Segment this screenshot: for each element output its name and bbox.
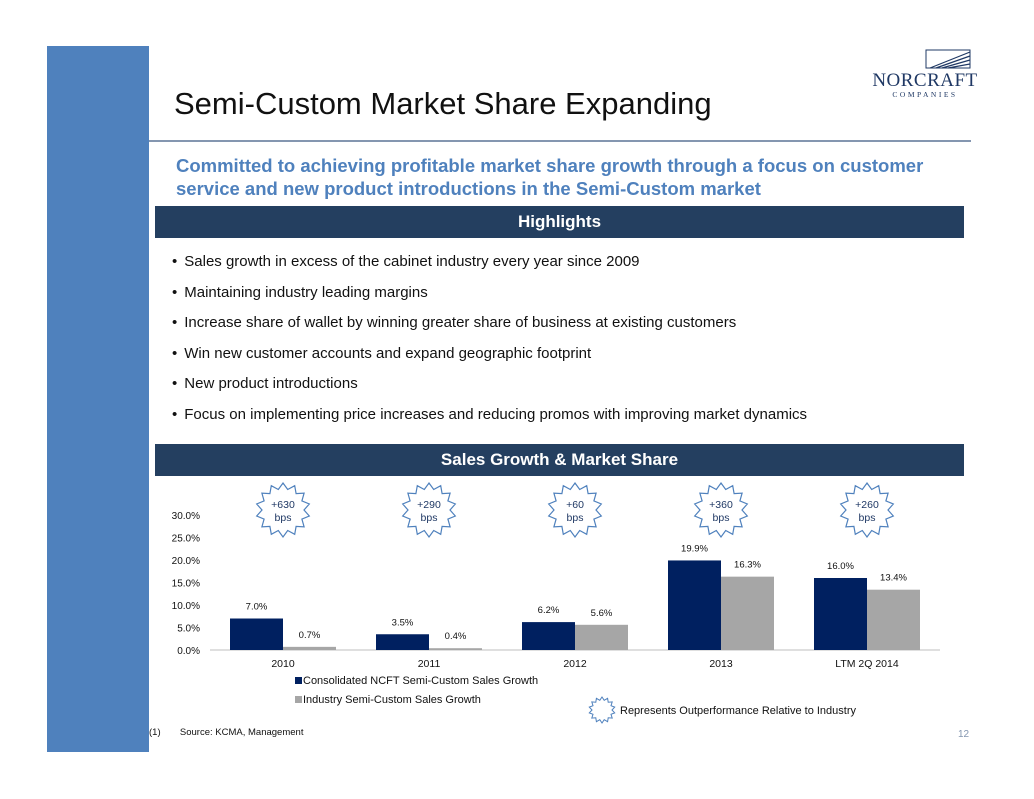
ncft-value-label: 3.5% <box>392 617 414 628</box>
footnote-marker: (1) <box>149 727 161 738</box>
outperformance-badge-icon <box>255 481 311 539</box>
industry-bar <box>575 624 628 650</box>
ncft-bar <box>230 618 283 650</box>
highlight-item: Focus on implementing price increases an… <box>172 400 807 431</box>
highlights-header: Highlights <box>155 206 964 238</box>
badge-unit: bps <box>275 512 292 524</box>
logo-subtext: COMPANIES <box>892 90 958 99</box>
highlight-item: Increase share of wallet by winning grea… <box>172 308 807 339</box>
industry-value-label: 16.3% <box>734 560 761 571</box>
title-divider <box>149 140 971 142</box>
ncft-bar <box>522 622 575 650</box>
y-tick-label: 10.0% <box>172 601 200 612</box>
y-tick-label: 0.0% <box>177 646 200 657</box>
ncft-value-label: 16.0% <box>827 561 854 572</box>
x-tick-label: 2013 <box>709 658 733 670</box>
page-title: Semi-Custom Market Share Expanding <box>174 86 712 121</box>
logo-wordmark: NORCRAFT <box>872 70 978 91</box>
x-tick-label: 2010 <box>271 658 295 670</box>
y-tick-label: 5.0% <box>177 624 200 635</box>
y-tick-label: 30.0% <box>172 511 200 522</box>
highlight-item: New product introductions <box>172 369 807 400</box>
company-logo: NORCRAFT COMPANIES <box>870 48 980 99</box>
legend-swatch <box>295 696 302 703</box>
ncft-bar <box>376 634 429 650</box>
industry-value-label: 0.7% <box>299 630 321 641</box>
x-tick-label: LTM 2Q 2014 <box>835 658 899 670</box>
badge-legend-icon <box>588 696 616 724</box>
highlight-item: Maintaining industry leading margins <box>172 278 807 309</box>
sales-growth-bar-chart: 0.0% 5.0% 10.0% 15.0% 20.0% 25.0% 30.0% 7.0% 0.7… <box>172 481 940 724</box>
industry-value-label: 13.4% <box>880 573 907 584</box>
badge-unit: bps <box>859 512 876 524</box>
badge-value: +60 <box>566 499 584 511</box>
badge-unit: bps <box>421 512 438 524</box>
badge-value: +260 <box>855 499 879 511</box>
badge-value: +360 <box>709 499 733 511</box>
ncft-value-label: 6.2% <box>538 605 560 616</box>
outperformance-badge-icon <box>839 481 895 539</box>
y-tick-label: 25.0% <box>172 534 200 545</box>
badge-legend-label: Represents Outperformance Relative to In… <box>620 705 857 717</box>
y-tick-label: 20.0% <box>172 556 200 567</box>
legend-label: Industry Semi-Custom Sales Growth <box>303 694 481 706</box>
legend-label: Consolidated NCFT Semi-Custom Sales Grow… <box>303 675 538 687</box>
outperformance-badge-icon <box>401 481 457 539</box>
outperformance-badge-icon <box>693 481 749 539</box>
sales-growth-header: Sales Growth & Market Share <box>155 444 964 476</box>
industry-bar <box>429 648 482 650</box>
badge-value: +630 <box>271 499 295 511</box>
highlight-item: Sales growth in excess of the cabinet in… <box>172 247 807 278</box>
industry-bar <box>721 576 774 650</box>
page-number: 12 <box>958 729 970 740</box>
x-tick-label: 2011 <box>418 658 441 670</box>
ncft-value-label: 7.0% <box>246 602 268 613</box>
y-tick-label: 15.0% <box>172 579 200 590</box>
highlights-list: Sales growth in excess of the cabinet in… <box>172 247 807 430</box>
industry-bar <box>283 646 336 650</box>
badge-unit: bps <box>567 512 584 524</box>
industry-value-label: 0.4% <box>445 631 467 642</box>
industry-value-label: 5.6% <box>591 608 613 619</box>
badge-unit: bps <box>713 512 730 524</box>
x-tick-label: 2012 <box>563 658 587 670</box>
footnote-text: Source: KCMA, Management <box>179 727 304 738</box>
subtitle: Committed to achieving profitable market… <box>176 155 924 199</box>
footnote: (1) Source: KCMA, Management <box>149 727 303 738</box>
industry-bar <box>867 589 920 650</box>
ncft-bar <box>814 578 867 650</box>
logo-emblem-icon <box>925 49 971 69</box>
highlight-item: Win new customer accounts and expand geo… <box>172 339 807 370</box>
badge-value: +290 <box>417 499 441 511</box>
ncft-bar <box>668 560 721 650</box>
ncft-value-label: 19.9% <box>681 543 708 554</box>
left-accent-bar <box>47 46 149 752</box>
outperformance-badge-icon <box>547 481 603 539</box>
legend-swatch <box>295 677 302 684</box>
